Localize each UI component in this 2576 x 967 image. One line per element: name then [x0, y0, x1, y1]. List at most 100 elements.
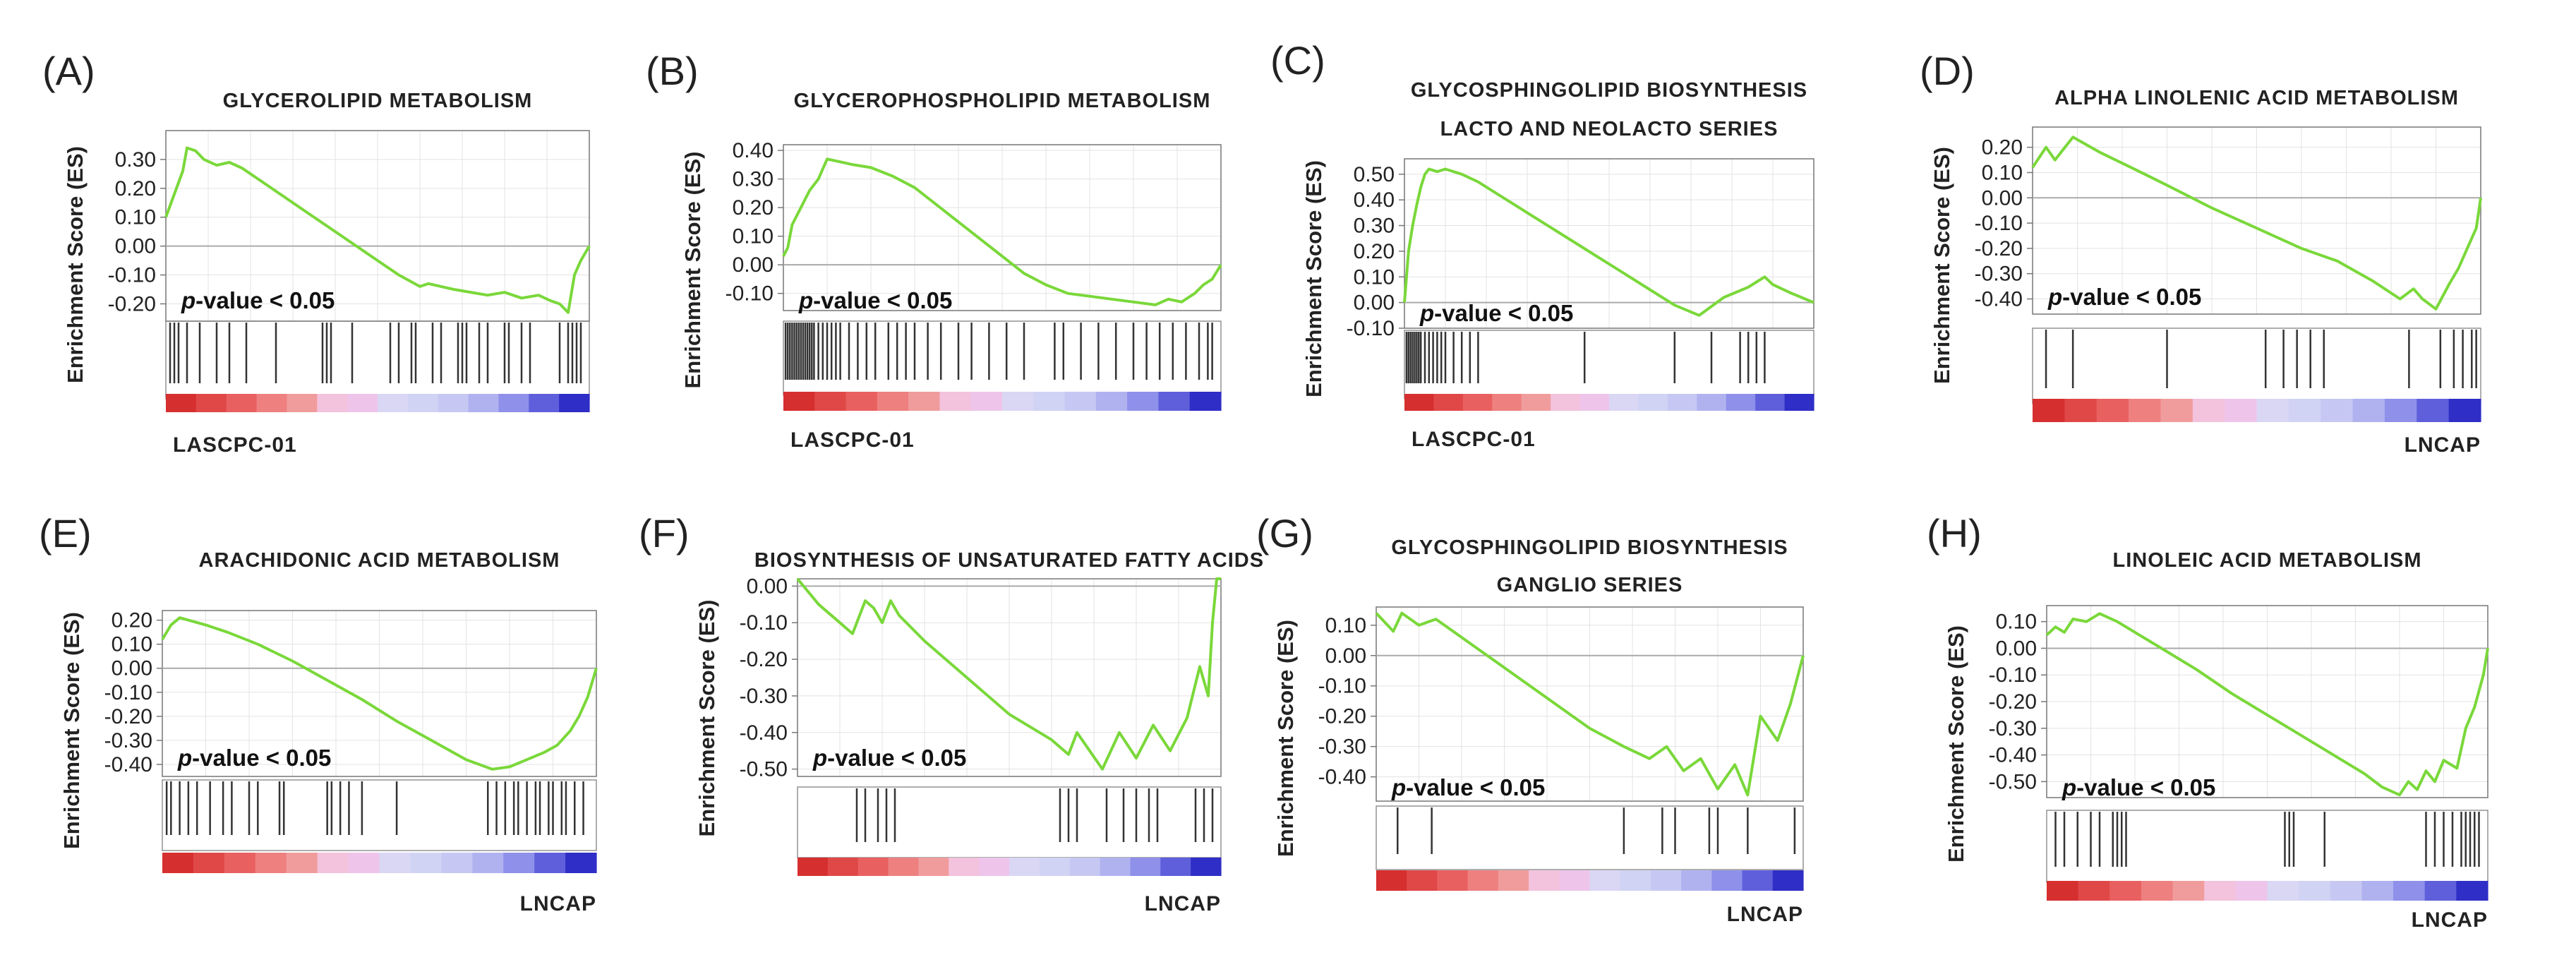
y-tick-label: 0.10	[1325, 614, 1366, 637]
y-axis-label: Enrichment Score (ES)	[680, 152, 705, 389]
es-curve	[782, 157, 1222, 306]
p-value-label: p-value < 0.05	[1419, 300, 1573, 326]
y-tick-label: 0.00	[112, 657, 152, 680]
y-tick-label: 0.50	[1354, 163, 1395, 186]
p-value-text: -value < 0.05	[192, 745, 331, 771]
heatmap-cell	[193, 853, 225, 873]
panel-g: (G) GLYCOSPHINGOLIPID BIOSYNTHESIS GANGLIO…	[1256, 511, 1805, 926]
p-value-text: -value < 0.05	[2076, 774, 2215, 800]
heatmap-cell	[1433, 394, 1464, 411]
heatmap-cell	[827, 858, 859, 876]
heatmap-cell	[1160, 858, 1191, 876]
y-tick-label: 0.00	[115, 235, 156, 258]
chart-title: ARACHIDONIC ACID METABOLISM	[199, 549, 560, 572]
panel-h: (H) LINOLEIC ACID METABOLISM 0.10 0.00 -0.10…	[1927, 511, 2489, 932]
y-tick-label: -0.40	[1318, 766, 1366, 789]
panel-e: (E) ARACHIDONIC ACID METABOLISM 0.200.100.…	[39, 511, 598, 915]
es-curve	[796, 577, 1221, 771]
heatmap-cell	[2384, 399, 2417, 422]
heatmap-cell	[1755, 394, 1786, 411]
heatmap-cell	[1521, 394, 1551, 411]
p-value-italic-p: p	[181, 287, 195, 313]
y-tick-label: -0.40	[1989, 744, 2037, 767]
y-tick-label: 0.10	[1982, 161, 2023, 184]
p-value-label: p-value < 0.05	[181, 287, 335, 313]
heatmap-cell	[1492, 394, 1522, 411]
y-tick-label: -0.10	[1347, 317, 1395, 340]
heatmap-cell	[939, 392, 972, 411]
panel-letter: (B)	[646, 49, 699, 93]
heatmap-cell	[783, 392, 815, 411]
heatmap-cell	[1498, 870, 1529, 891]
p-value-text: -value < 0.05	[2062, 284, 2201, 310]
es-axes	[2032, 126, 2481, 315]
y-tick-label: 0.30	[115, 148, 156, 172]
p-value-italic-p: p	[798, 287, 813, 313]
panel-d: (D)ALPHA LINOLENIC ACID METABOLISM0.200.…	[1920, 49, 2482, 457]
y-tick-label: -0.30	[104, 729, 152, 752]
heatmap-cell	[534, 853, 566, 873]
p-value-label: p-value < 0.05	[2047, 284, 2201, 310]
p-value-label: p-value < 0.05	[2062, 774, 2215, 800]
heatmap-cell	[1589, 870, 1621, 891]
heatmap-cell	[1681, 870, 1712, 891]
y-tick-label: 0.40	[1354, 188, 1395, 212]
p-value-label: p-value < 0.05	[177, 745, 331, 771]
y-tick-label: -0.40	[1975, 288, 2023, 311]
heatmap-cell	[949, 858, 980, 876]
y-axis-label: Enrichment Score (ES)	[1301, 160, 1326, 397]
p-value-label: p-value < 0.05	[812, 745, 966, 771]
chart-title: GANGLIO SERIES	[1497, 574, 1683, 596]
heatmap-cell	[2416, 399, 2450, 422]
phenotype-label: LASCPC-01	[173, 433, 297, 457]
heatmap-cell	[2109, 881, 2142, 901]
heatmap-cell	[1039, 858, 1071, 876]
heatmap-cell	[1609, 394, 1639, 411]
heatmap-cell	[472, 853, 504, 873]
heatmap-cell	[2192, 399, 2225, 422]
hits-axes	[162, 779, 597, 851]
y-axis-label: Enrichment Score (ES)	[1273, 620, 1298, 857]
heatmap-cell	[1559, 870, 1591, 891]
heatmap-cell	[1127, 392, 1160, 411]
heatmap-cell	[1404, 394, 1435, 411]
heatmap-cell	[1667, 394, 1697, 411]
heatmap-cell	[162, 853, 194, 873]
chart-title: GLYCOSPHINGOLIPID BIOSYNTHESIS	[1411, 79, 1807, 102]
heatmap-cell	[2096, 399, 2129, 422]
panel-f: (F) BIOSYNTHESIS OF UNSATURATED FATTY ACI…	[639, 511, 1263, 915]
p-value-text: -value < 0.05	[195, 287, 335, 313]
heatmap-cell	[2033, 399, 2065, 422]
heatmap-cell	[2129, 399, 2162, 422]
heatmap-cell	[888, 858, 920, 876]
phenotype-label: LNCAP	[2405, 433, 2481, 457]
heatmap-cell	[1551, 394, 1581, 411]
heatmap-cell	[2393, 881, 2426, 901]
panel-letter: (E)	[39, 511, 92, 555]
heatmap-cell	[226, 394, 258, 412]
es-axes	[1376, 606, 1804, 802]
y-tick-label: 0.20	[733, 196, 774, 220]
heatmap-cell	[1467, 870, 1499, 891]
heatmap-cell	[2141, 881, 2174, 901]
y-tick-label: -0.10	[104, 681, 152, 704]
y-tick-label: -0.10	[1975, 212, 2023, 235]
heatmap-cell	[1529, 870, 1560, 891]
heatmap-cell	[1638, 394, 1668, 411]
y-tick-label: 0.10	[1354, 265, 1395, 289]
y-tick-label: -0.10	[740, 611, 788, 635]
y-tick-label: -0.30	[1975, 263, 2023, 286]
panel-a: (A) GLYCEROLIPID METABOLISM 0.30 0.20 0.10 0.…	[42, 49, 591, 457]
chart-title: LINOLEIC ACID METABOLISM	[2112, 549, 2421, 572]
y-tick-label: 0.10	[112, 633, 152, 656]
y-tick-label: -0.20	[1975, 237, 2023, 260]
panel-letter: (H)	[1927, 511, 1982, 555]
hits-axes	[1404, 330, 1814, 400]
panel-c: (C) GLYCOSPHINGOLIPID BIOSYNTHESIS LACTO A…	[1270, 38, 1814, 451]
heatmap-cell	[1772, 870, 1804, 891]
heatmap-cell	[2256, 399, 2289, 422]
heatmap-cell	[410, 853, 442, 873]
heatmap-cell	[979, 858, 1010, 876]
phenotype-label: LNCAP	[1727, 903, 1803, 926]
p-value-text: -value < 0.05	[827, 745, 966, 771]
